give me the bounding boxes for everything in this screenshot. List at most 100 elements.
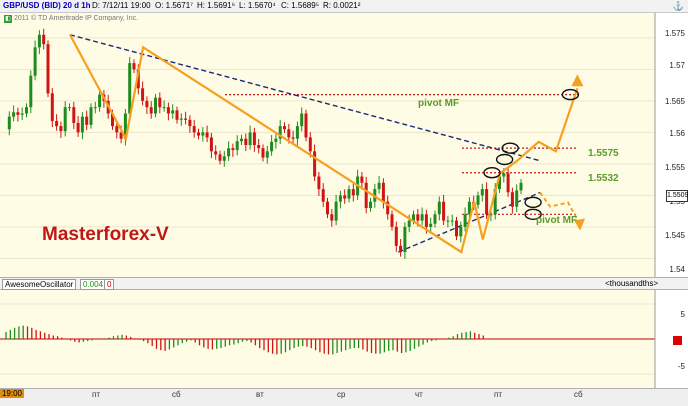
candle-body (222, 156, 226, 161)
oscillator-value: 0.004 (80, 279, 107, 290)
candle-body (502, 173, 506, 177)
candle-body (192, 126, 196, 133)
candle-body (485, 189, 489, 215)
candle-body (313, 151, 317, 177)
candle-body (85, 116, 89, 125)
candle-body (420, 214, 424, 221)
candle-body (300, 113, 304, 127)
candle-body (278, 126, 282, 139)
candle-body (455, 220, 458, 237)
price-tick: 1.555 (664, 163, 685, 172)
candle-body (197, 132, 200, 136)
candle-body (55, 121, 59, 127)
candle-body (98, 94, 102, 108)
candle-body (136, 69, 140, 89)
candle-body (63, 107, 67, 132)
candle-body (506, 173, 510, 193)
candle-body (291, 137, 295, 139)
candle-body (149, 107, 153, 114)
highlight-circle (561, 88, 580, 101)
candle-body (360, 176, 364, 183)
price-tick: 1.56 (669, 129, 685, 138)
oscillator-name[interactable]: AwesomeOscillator (2, 279, 77, 290)
oscillator-zero-tag (673, 336, 682, 345)
candle-body (390, 214, 394, 227)
candle-body (240, 138, 243, 142)
candle-body (162, 107, 166, 109)
candle-body (265, 151, 269, 158)
candle-body (274, 138, 278, 142)
candle-body (412, 214, 415, 221)
oscillator-unit: <thousandths> (605, 279, 658, 288)
candle-body (218, 154, 222, 161)
candle-body (179, 118, 183, 120)
candle-body (33, 47, 37, 76)
candle-body (132, 63, 136, 70)
candle-body (424, 214, 428, 227)
price-tick: 1.575 (664, 29, 685, 38)
candle-body (209, 137, 213, 152)
candle-body (72, 107, 76, 123)
candle-body (119, 132, 123, 139)
candle-body (248, 132, 252, 145)
anchor-icon[interactable]: ⚓ (672, 1, 684, 11)
candle-body (270, 141, 274, 152)
candle-body (158, 97, 162, 108)
copyright-notice: ◧ 2011 © TD Ameritrade IP Company, Inc. (4, 15, 139, 23)
osc-tick: 5 (680, 310, 685, 319)
candle-body (450, 220, 454, 222)
candle-body (42, 34, 46, 45)
candle-body (25, 107, 28, 114)
zigzag-wave (69, 34, 518, 254)
candle-body (399, 245, 403, 253)
candle-body (257, 145, 261, 149)
high-readout: H: 1.5691⁶ (197, 1, 235, 10)
candle-body (128, 63, 132, 114)
candle-body (184, 118, 188, 120)
low-readout: L: 1.5670⁴ (239, 1, 276, 10)
candle-body (334, 201, 338, 221)
alternate-down-path (539, 191, 581, 226)
candle-body (463, 214, 467, 227)
close-readout: C: 1.5689⁵ (281, 1, 320, 10)
candle-body (12, 112, 16, 117)
candle-body (304, 113, 308, 138)
day-label: вт (256, 390, 264, 399)
candle-body (498, 176, 501, 190)
candle-body (480, 189, 484, 196)
candle-body (317, 176, 321, 190)
symbol-label[interactable]: GBP/USD (BID) 20 d 1h (3, 1, 91, 10)
time-axis[interactable]: 19:00 пт сб вт ср чт пт сб (0, 388, 688, 406)
candle-body (7, 116, 11, 130)
candle-body (171, 110, 175, 114)
candle-body (46, 44, 50, 94)
candle-body (123, 113, 127, 139)
candle-body (377, 182, 381, 190)
oscillator-value-2: 0 (104, 279, 115, 290)
candle-body (59, 126, 63, 132)
zigzag-projection (516, 87, 579, 162)
osc-tick-zero: 0 (680, 336, 685, 345)
down-arrowhead (574, 218, 586, 231)
candle-body (89, 107, 93, 125)
price-tick: 1.54 (669, 265, 685, 274)
candle-body (295, 126, 299, 139)
candle-body (252, 132, 256, 145)
candle-body (227, 148, 231, 157)
level-2-label: 1.5532 (588, 173, 619, 184)
level-1-label: 1.5575 (588, 148, 619, 159)
candle-body (416, 214, 420, 221)
day-label: чт (415, 390, 423, 399)
highlight-circle (495, 153, 514, 166)
candle-body (343, 195, 347, 199)
candle-body (351, 189, 355, 196)
candle-body (489, 214, 493, 216)
candle-body (459, 226, 463, 237)
candle-body (68, 107, 71, 109)
highlight-circle (483, 167, 501, 179)
range-readout: R: 0.0021² (323, 1, 361, 10)
candle-body (76, 122, 80, 133)
candle-body (166, 107, 170, 114)
candle-body (347, 189, 351, 199)
